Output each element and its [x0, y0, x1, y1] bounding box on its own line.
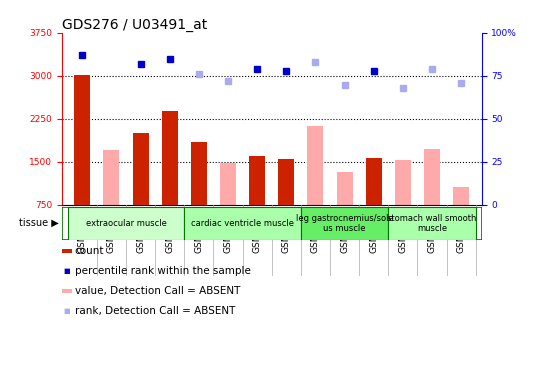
Bar: [388, 207, 476, 240]
Text: value, Detection Call = ABSENT: value, Detection Call = ABSENT: [75, 286, 240, 296]
Bar: [453, 187, 469, 205]
Bar: [301, 207, 388, 240]
Bar: [220, 163, 236, 205]
Text: GDS276 / U03491_at: GDS276 / U03491_at: [62, 18, 207, 32]
Bar: [191, 142, 207, 205]
Bar: [184, 207, 301, 240]
Bar: [103, 150, 119, 205]
Text: count: count: [75, 246, 104, 256]
Bar: [366, 158, 381, 205]
Text: cardiac ventricle muscle: cardiac ventricle muscle: [191, 219, 294, 228]
Text: percentile rank within the sample: percentile rank within the sample: [75, 266, 251, 276]
Text: stomach wall smooth
muscle: stomach wall smooth muscle: [387, 213, 477, 233]
Text: rank, Detection Call = ABSENT: rank, Detection Call = ABSENT: [75, 306, 235, 316]
Text: extraocular muscle: extraocular muscle: [86, 219, 166, 228]
Bar: [74, 75, 90, 205]
Bar: [395, 160, 411, 205]
Text: ■: ■: [63, 268, 70, 274]
Text: leg gastrocnemius/sole
us muscle: leg gastrocnemius/sole us muscle: [296, 213, 393, 233]
Bar: [307, 126, 323, 205]
Bar: [249, 156, 265, 205]
Text: tissue ▶: tissue ▶: [19, 218, 59, 228]
Bar: [424, 149, 440, 205]
Bar: [132, 133, 148, 205]
Bar: [68, 207, 184, 240]
Bar: [278, 158, 294, 205]
Text: ■: ■: [63, 308, 70, 314]
Bar: [337, 172, 352, 205]
Bar: [162, 112, 178, 205]
